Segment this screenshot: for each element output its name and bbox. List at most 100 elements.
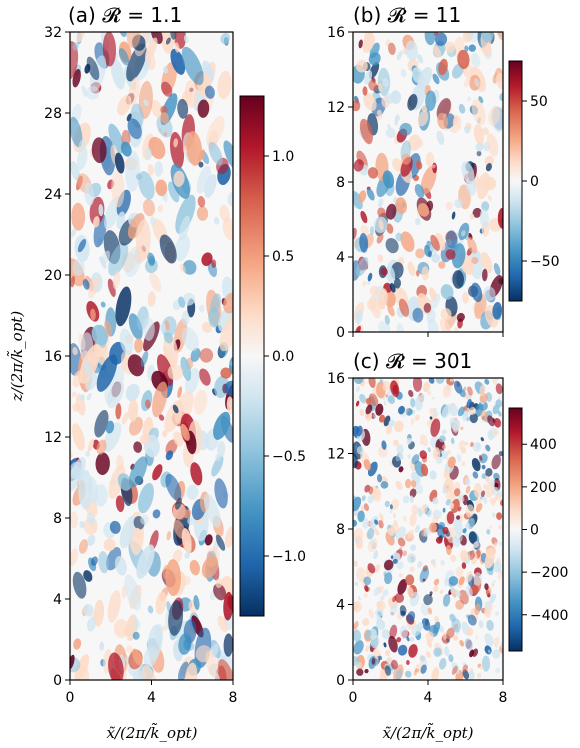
field-blob: [441, 429, 447, 435]
field-blob: [492, 404, 500, 415]
field-blob: [411, 504, 419, 516]
field-blob: [353, 640, 364, 655]
field-blob: [498, 525, 502, 530]
field-blob: [492, 512, 496, 518]
field-blob: [474, 78, 480, 88]
field-blob: [78, 138, 86, 152]
field-blob: [491, 649, 501, 659]
field-blob: [353, 159, 364, 172]
y-axis-title: z/(2π/k̃_opt): [7, 311, 26, 403]
field-blob: [451, 665, 458, 675]
field-blob: [483, 286, 496, 301]
field-blob: [423, 302, 432, 313]
field-blob: [468, 531, 477, 544]
field-blob: [365, 645, 370, 652]
field-blob: [106, 381, 125, 409]
field-blob: [164, 320, 170, 331]
field-blob: [473, 541, 479, 549]
field-blob: [406, 586, 414, 597]
field-blob: [119, 515, 137, 549]
field-blob: [397, 537, 406, 547]
field-blob: [462, 664, 469, 673]
field-blob: [388, 597, 392, 605]
field-blob: [411, 454, 420, 465]
field-blob: [402, 550, 407, 557]
field-blob: [91, 324, 109, 346]
field-blob: [165, 559, 182, 597]
x-tick-label: 4: [147, 690, 156, 706]
field-blob: [366, 527, 375, 540]
field-blob: [498, 451, 503, 457]
panel-title-c: (c) 𝓡 = 301: [353, 349, 472, 373]
field-blob: [438, 435, 446, 443]
field-blob: [491, 454, 501, 470]
field-blob: [183, 509, 192, 519]
field-blob: [485, 444, 491, 452]
field-blob: [148, 136, 166, 160]
field-blob: [91, 137, 107, 164]
field-blob: [199, 368, 211, 386]
field-blob: [387, 265, 396, 281]
field-blob: [193, 389, 208, 415]
field-blob: [407, 454, 411, 459]
field-blob: [493, 636, 500, 647]
field-blob: [197, 99, 210, 118]
x-axis-title-left: x̃/(2π/k̃_opt): [107, 723, 198, 742]
field-blob: [461, 161, 475, 185]
field-blob: [205, 650, 219, 678]
field-blob: [113, 619, 129, 638]
field-blob: [426, 420, 431, 427]
field-blob: [134, 338, 144, 353]
field-blob: [420, 504, 428, 515]
field-blob: [450, 498, 460, 514]
field-blob: [175, 194, 196, 234]
field-blob: [392, 558, 398, 564]
field-blob: [436, 524, 446, 539]
field-blob: [495, 667, 500, 674]
field-blob: [412, 307, 424, 323]
field-blob: [181, 46, 204, 86]
field-blob: [452, 634, 459, 641]
field-blob: [447, 456, 456, 469]
field-blob: [396, 444, 404, 455]
field-blob: [90, 308, 96, 321]
field-blob: [408, 389, 414, 398]
field-blob: [197, 196, 206, 208]
field-blob: [376, 615, 382, 622]
field-blob: [421, 618, 431, 631]
field-blob: [367, 494, 374, 504]
field-blob: [492, 486, 499, 496]
field-blob: [165, 37, 171, 45]
x-tick-label: 0: [66, 690, 75, 706]
field-blob: [359, 233, 369, 253]
colorbar-tick-label: 50: [530, 94, 548, 110]
x-axis-title-right: x̃/(2π/k̃_opt): [383, 723, 474, 742]
field-blob: [434, 615, 440, 624]
field-blob: [140, 514, 149, 525]
field-blob: [154, 161, 164, 177]
field-blob: [219, 204, 230, 223]
field-blob: [136, 544, 155, 579]
field-blob: [160, 323, 166, 333]
field-blob: [108, 652, 124, 680]
field-blob: [378, 320, 391, 332]
field-blob: [451, 617, 461, 633]
field-blob: [364, 70, 373, 85]
field-blob: [177, 661, 189, 680]
field-blob: [147, 164, 154, 176]
field-blob: [210, 293, 222, 313]
field-blob: [394, 420, 404, 433]
field-blob: [432, 73, 440, 85]
field-blob: [83, 570, 93, 582]
field-blob: [96, 439, 107, 455]
field-blob: [383, 642, 387, 648]
field-blob: [393, 278, 402, 289]
field-blob: [108, 464, 126, 499]
field-blob: [368, 609, 375, 619]
field-blob: [79, 520, 86, 529]
field-blob: [83, 360, 92, 378]
field-blob: [182, 292, 196, 306]
field-blob: [402, 515, 407, 522]
field-blob: [215, 534, 226, 551]
field-blob: [180, 356, 192, 382]
